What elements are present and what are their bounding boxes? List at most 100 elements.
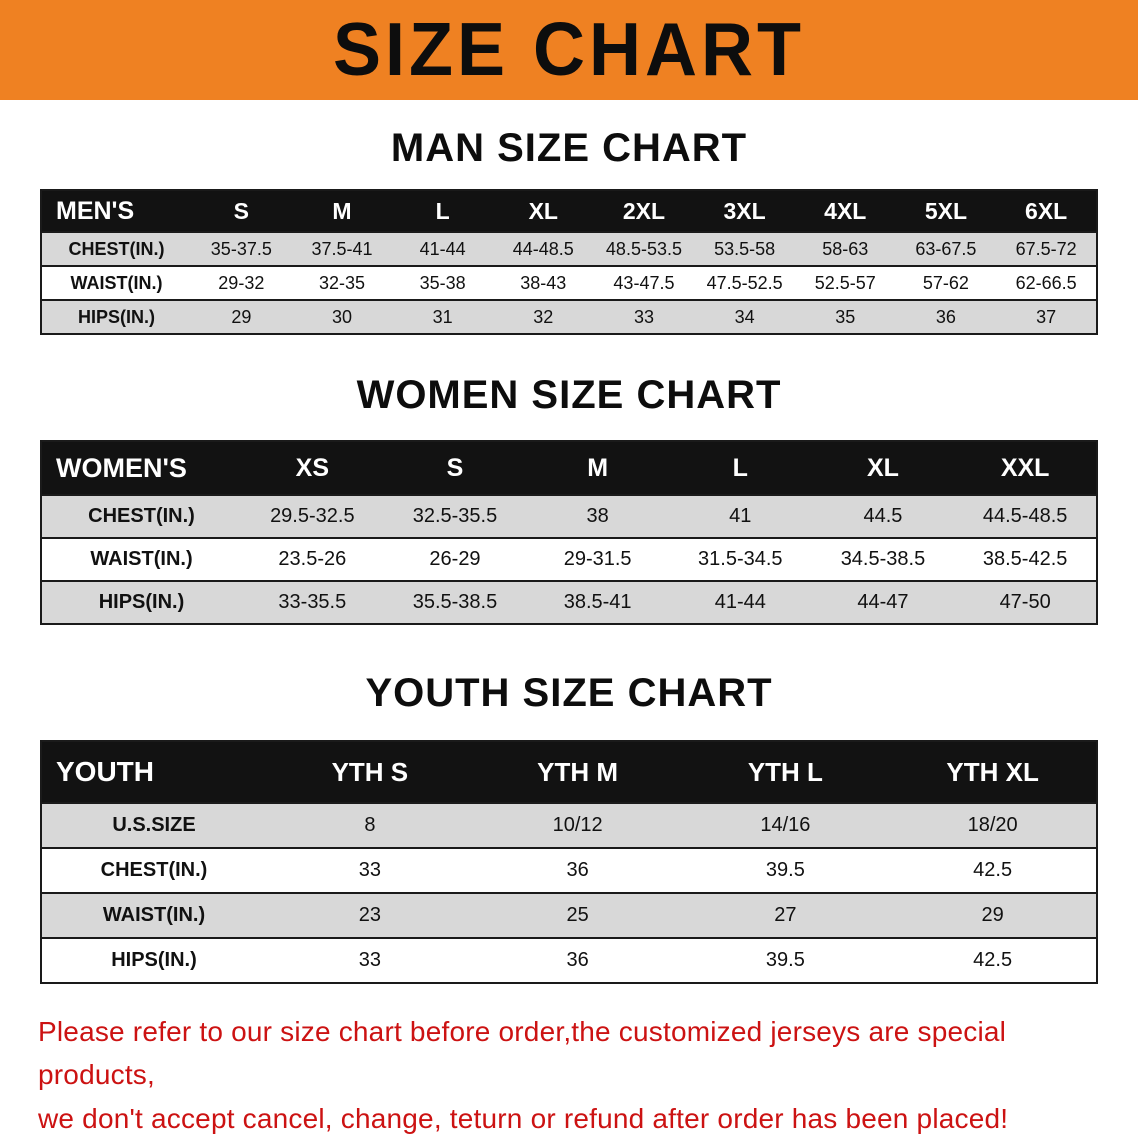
women-size-table-wrap: WOMEN'S XS S M L XL XXL CHEST(IN.) 29.5-32.5 32.5… bbox=[0, 440, 1138, 625]
column-header: 6XL bbox=[996, 189, 1097, 233]
column-header: YTH XL bbox=[889, 740, 1097, 804]
table-cell: 31 bbox=[392, 299, 493, 335]
column-header: 5XL bbox=[895, 189, 997, 233]
table-cell: 35-37.5 bbox=[191, 231, 292, 267]
table-cell: 42.5 bbox=[889, 847, 1097, 894]
column-header: 3XL bbox=[694, 189, 795, 233]
table-cell: 44.5 bbox=[811, 494, 955, 539]
table-header-row: MEN'S S M L XL 2XL 3XL 4XL 5XL 6XL bbox=[41, 189, 1097, 233]
table-cell: 18/20 bbox=[889, 802, 1097, 849]
table-cell: 53.5-58 bbox=[694, 231, 795, 267]
column-header: YTH S bbox=[266, 740, 474, 804]
table-cell: 41 bbox=[668, 494, 812, 539]
table-cell: 33 bbox=[593, 299, 695, 335]
table-cell: 38 bbox=[526, 494, 669, 539]
table-cell: 30 bbox=[291, 299, 393, 335]
column-header: XXL bbox=[954, 440, 1097, 496]
table-cell: 29 bbox=[889, 892, 1097, 939]
row-label: HIPS(IN.) bbox=[41, 937, 266, 984]
table-row: HIPS(IN.) 29 30 31 32 33 34 35 36 37 bbox=[41, 299, 1097, 335]
table-head: WOMEN'S XS S M L XL XXL bbox=[41, 440, 1097, 496]
table-cell: 43-47.5 bbox=[593, 265, 695, 301]
column-header: XL bbox=[811, 440, 955, 496]
table-cell: 47.5-52.5 bbox=[694, 265, 795, 301]
column-header: 4XL bbox=[794, 189, 896, 233]
table-cell: 31.5-34.5 bbox=[668, 537, 812, 582]
table-corner-label: YOUTH bbox=[41, 740, 266, 804]
table-body: CHEST(IN.) 35-37.5 37.5-41 41-44 44-48.5 48.5… bbox=[41, 231, 1097, 335]
table-row: CHEST(IN.) 33 36 39.5 42.5 bbox=[41, 847, 1097, 894]
column-header: XS bbox=[241, 440, 384, 496]
row-label: U.S.SIZE bbox=[41, 802, 266, 849]
table-cell: 41-44 bbox=[392, 231, 493, 267]
disclaimer-line-2: we don't accept cancel, change, teturn o… bbox=[38, 1102, 1009, 1134]
table-cell: 25 bbox=[473, 892, 682, 939]
table-row: WAIST(IN.) 29-32 32-35 35-38 38-43 43-47.5 47.… bbox=[41, 265, 1097, 301]
table-cell: 32 bbox=[492, 299, 594, 335]
column-header: L bbox=[392, 189, 493, 233]
table-cell: 29 bbox=[191, 299, 292, 335]
table-row: U.S.SIZE 8 10/12 14/16 18/20 bbox=[41, 802, 1097, 849]
table-row: HIPS(IN.) 33 36 39.5 42.5 bbox=[41, 937, 1097, 984]
table-header-row: WOMEN'S XS S M L XL XXL bbox=[41, 440, 1097, 496]
table-row: HIPS(IN.) 33-35.5 35.5-38.5 38.5-41 41-44 44-… bbox=[41, 580, 1097, 625]
table-cell: 10/12 bbox=[473, 802, 682, 849]
table-head: MEN'S S M L XL 2XL 3XL 4XL 5XL 6XL bbox=[41, 189, 1097, 233]
column-header: L bbox=[668, 440, 812, 496]
men-size-table-wrap: MEN'S S M L XL 2XL 3XL 4XL 5XL 6XL CHEST(IN.) 35-37… bbox=[0, 189, 1138, 335]
table-corner-label: MEN'S bbox=[41, 189, 191, 233]
column-header: S bbox=[191, 189, 292, 233]
table-cell: 34.5-38.5 bbox=[811, 537, 955, 582]
table-row: CHEST(IN.) 29.5-32.5 32.5-35.5 38 41 44.5 44.5… bbox=[41, 494, 1097, 539]
table-cell: 29-31.5 bbox=[526, 537, 669, 582]
table-cell: 35-38 bbox=[392, 265, 493, 301]
row-label: CHEST(IN.) bbox=[41, 494, 241, 539]
women-section-heading: WOMEN SIZE CHART bbox=[356, 373, 782, 417]
table-cell: 23 bbox=[266, 892, 474, 939]
table-cell: 33 bbox=[266, 937, 474, 984]
row-label: HIPS(IN.) bbox=[41, 580, 241, 625]
table-cell: 23.5-26 bbox=[241, 537, 384, 582]
table-cell: 37 bbox=[996, 299, 1097, 335]
table-cell: 33 bbox=[266, 847, 474, 894]
column-header: S bbox=[383, 440, 527, 496]
size-table-women: WOMEN'S XS S M L XL XXL CHEST(IN.) 29.5-32.5 32.5… bbox=[40, 440, 1098, 625]
table-cell: 57-62 bbox=[895, 265, 997, 301]
column-header: YTH L bbox=[681, 740, 890, 804]
table-cell: 44.5-48.5 bbox=[954, 494, 1097, 539]
table-corner-label: WOMEN'S bbox=[41, 440, 241, 496]
table-cell: 37.5-41 bbox=[291, 231, 393, 267]
table-cell: 27 bbox=[681, 892, 890, 939]
row-label: WAIST(IN.) bbox=[41, 892, 266, 939]
size-table-youth: YOUTH YTH S YTH M YTH L YTH XL U.S.SIZE 8 10/12… bbox=[40, 740, 1098, 984]
row-label: CHEST(IN.) bbox=[41, 231, 191, 267]
table-cell: 35.5-38.5 bbox=[383, 580, 527, 625]
table-cell: 32-35 bbox=[291, 265, 393, 301]
table-body: U.S.SIZE 8 10/12 14/16 18/20 CHEST(IN.) 33 36 39… bbox=[41, 802, 1097, 984]
table-cell: 14/16 bbox=[681, 802, 890, 849]
table-cell: 32.5-35.5 bbox=[383, 494, 527, 539]
table-cell: 44-48.5 bbox=[492, 231, 594, 267]
table-cell: 29.5-32.5 bbox=[241, 494, 384, 539]
table-cell: 39.5 bbox=[681, 937, 890, 984]
row-label: WAIST(IN.) bbox=[41, 537, 241, 582]
table-cell: 35 bbox=[794, 299, 896, 335]
column-header: M bbox=[291, 189, 393, 233]
banner-title: SIZE CHART bbox=[333, 8, 805, 93]
table-cell: 34 bbox=[694, 299, 795, 335]
disclaimer-text: Please refer to our size chart before or… bbox=[0, 1010, 1138, 1140]
table-cell: 41-44 bbox=[668, 580, 812, 625]
table-row: WAIST(IN.) 23 25 27 29 bbox=[41, 892, 1097, 939]
table-cell: 58-63 bbox=[794, 231, 896, 267]
table-cell: 47-50 bbox=[954, 580, 1097, 625]
table-cell: 48.5-53.5 bbox=[593, 231, 695, 267]
table-cell: 52.5-57 bbox=[794, 265, 896, 301]
table-cell: 29-32 bbox=[191, 265, 292, 301]
table-cell: 44-47 bbox=[811, 580, 955, 625]
table-cell: 42.5 bbox=[889, 937, 1097, 984]
table-cell: 36 bbox=[895, 299, 997, 335]
row-label: CHEST(IN.) bbox=[41, 847, 266, 894]
table-cell: 63-67.5 bbox=[895, 231, 997, 267]
column-header: 2XL bbox=[593, 189, 695, 233]
row-label: WAIST(IN.) bbox=[41, 265, 191, 301]
